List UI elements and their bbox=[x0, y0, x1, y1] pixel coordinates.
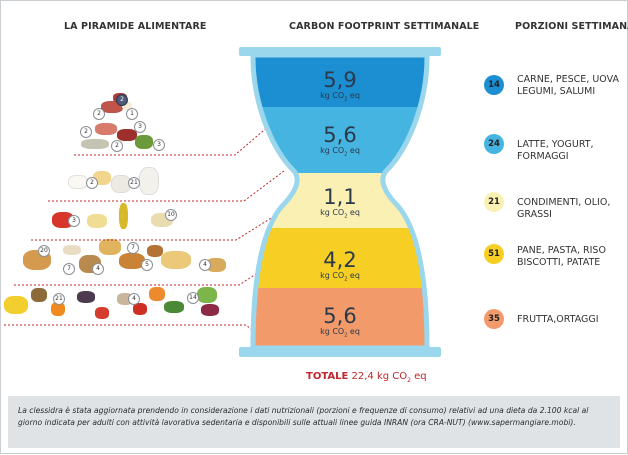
ham-food-image bbox=[95, 123, 117, 135]
rice-food-image bbox=[63, 245, 81, 255]
portion-badge: 3 bbox=[68, 215, 80, 227]
legumes-food-image bbox=[135, 135, 153, 149]
orange-food-image bbox=[51, 302, 65, 316]
lettuce-food-image bbox=[197, 287, 217, 303]
portion-badge: 21 bbox=[128, 177, 140, 189]
grapes-food-image bbox=[77, 291, 95, 303]
portion-label-condiments: CONDIMENTI, OLIO, GRASSI bbox=[517, 197, 611, 220]
portion-badge: 2 bbox=[111, 140, 123, 152]
portion-count-meat: 14 bbox=[484, 75, 504, 95]
portion-badge: 2 bbox=[80, 126, 92, 138]
portion-badge: 3 bbox=[153, 139, 165, 151]
portion-label-fruit: FRUTTA,ORTAGGI bbox=[517, 314, 599, 325]
spaghetti-food-image bbox=[161, 251, 191, 269]
portion-label-dairy: LATTE, YOGURT, FORMAGGI bbox=[517, 139, 594, 162]
egg-food-image bbox=[122, 102, 132, 110]
radicchio-food-image bbox=[201, 304, 219, 316]
portion-count-fruit: 35 bbox=[484, 309, 504, 329]
hourglass-chart bbox=[239, 47, 441, 357]
portion-badge: 2 bbox=[93, 108, 105, 120]
hourglass-top-cap bbox=[239, 47, 441, 56]
portion-badge: 2 bbox=[116, 94, 128, 106]
portion-badge: 2 bbox=[86, 177, 98, 189]
portion-badge: 4 bbox=[92, 263, 104, 275]
carrots-food-image bbox=[149, 287, 165, 301]
portion-count-dairy: 24 bbox=[484, 134, 504, 154]
caption-text: La clessidra è stata aggiornata prendend… bbox=[18, 406, 589, 427]
portions-title: PORZIONI SETTIMANALI bbox=[515, 21, 628, 32]
portion-badge: 14 bbox=[187, 292, 199, 304]
caption-box: La clessidra è stata aggiornata prendend… bbox=[8, 396, 620, 448]
pyramid-title: LA PIRAMIDE ALIMENTARE bbox=[64, 21, 207, 32]
portion-label-grains: PANE, PASTA, RISO BISCOTTI, PATATE bbox=[517, 245, 606, 268]
carbon-footprint-title: CARBON FOOTPRINT SETTIMANALE bbox=[289, 21, 480, 32]
fish-food-image bbox=[81, 139, 109, 149]
total-label: TOTALE bbox=[306, 371, 349, 382]
carbon-value-condiments: 1,1 kg CO2 eq bbox=[320, 185, 360, 220]
olive-oil-bottle-image bbox=[119, 203, 128, 229]
biscuits-food-image bbox=[147, 245, 163, 257]
bananas-food-image bbox=[4, 296, 28, 314]
portion-badge: 4 bbox=[128, 293, 140, 305]
tomatoes-food-image bbox=[133, 303, 147, 315]
carbon-value-meat: 5,9 kg CO2 eq bbox=[320, 68, 360, 103]
hourglass-band-meat bbox=[253, 55, 427, 107]
mozzarella-food-image bbox=[68, 175, 88, 189]
portion-count-grains: 51 bbox=[484, 244, 504, 264]
carbon-value-dairy: 5,6 kg CO2 eq bbox=[320, 123, 360, 158]
hourglass-band-fruit bbox=[253, 288, 427, 348]
pasta-food-image bbox=[99, 239, 121, 255]
zucchini-food-image bbox=[164, 301, 184, 313]
portion-badge: 7 bbox=[63, 263, 75, 275]
hourglass-bottom-cap bbox=[239, 347, 441, 357]
portion-badge: 4 bbox=[199, 259, 211, 271]
portion-badge: 20 bbox=[38, 245, 50, 257]
portion-badge: 21 bbox=[53, 293, 65, 305]
butter-food-image bbox=[87, 214, 107, 228]
apple-food-image bbox=[95, 307, 109, 319]
kiwi-food-image bbox=[31, 288, 47, 302]
carbon-value-grains: 4,2 kg CO2 eq bbox=[320, 248, 360, 283]
hourglass-band-grains bbox=[253, 228, 427, 288]
steak-food-image bbox=[117, 129, 137, 141]
connector-line bbox=[4, 324, 264, 340]
portion-badge: 10 bbox=[165, 209, 177, 221]
milk-glass-image bbox=[139, 167, 159, 195]
portion-count-condiments: 21 bbox=[484, 192, 504, 212]
total-carbon-footprint: TOTALE 22,4 kg CO2 eq bbox=[306, 371, 427, 384]
carbon-value-fruit: 5,6 kg CO2 eq bbox=[320, 304, 360, 339]
portion-badge: 5 bbox=[141, 259, 153, 271]
portion-badge: 3 bbox=[134, 121, 146, 133]
portion-badge: 7 bbox=[127, 242, 139, 254]
portion-label-meat: CARNE, PESCE, UOVA LEGUMI, SALUMI bbox=[517, 74, 619, 97]
total-value: 22,4 bbox=[351, 371, 374, 382]
portion-badge: 1 bbox=[126, 108, 138, 120]
